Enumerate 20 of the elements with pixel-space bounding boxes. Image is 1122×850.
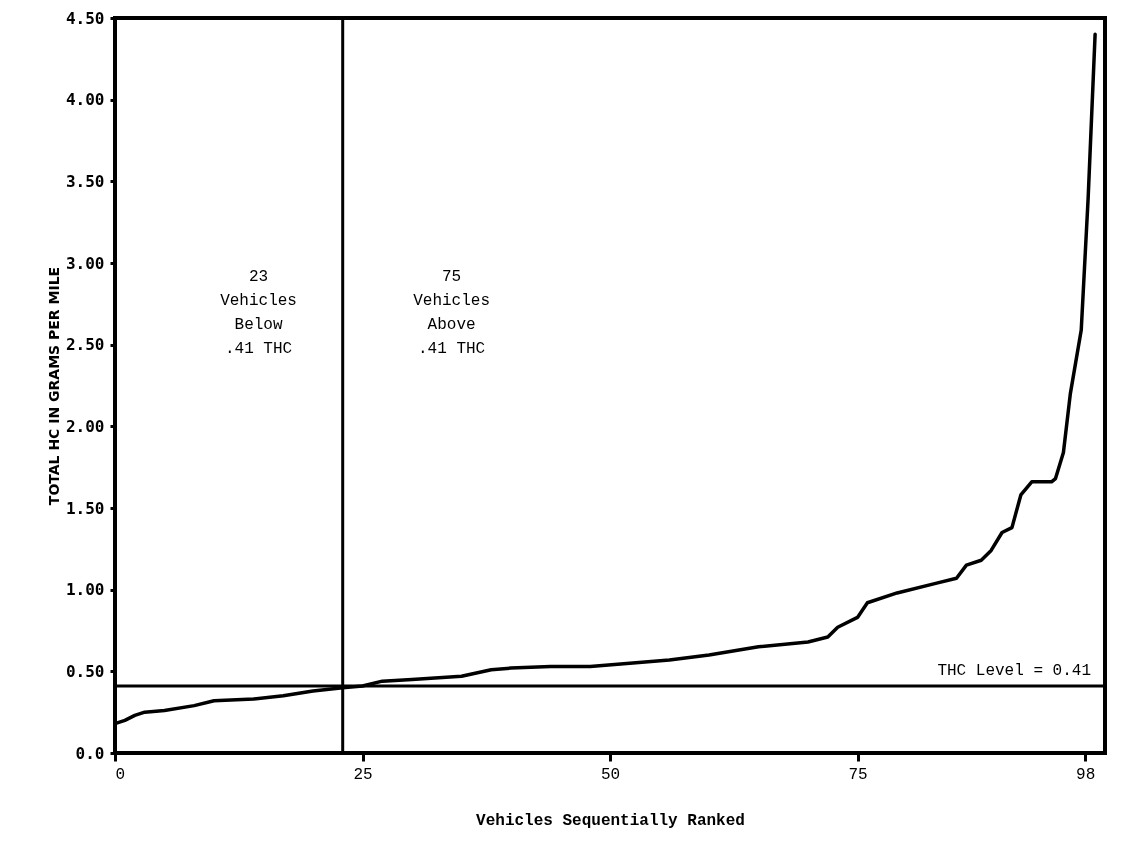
y-tick-label: 2.50 [65,335,105,355]
x-tick-label: 75 [848,765,868,784]
y-tick-label: 1.50 [65,498,105,518]
y-tick-label: 2.00 [65,416,105,436]
x-tick-label: 25 [353,765,373,784]
x-tick-label: 0 [115,765,126,784]
y-tick-label: 0.0 [75,743,105,763]
y-tick-label: 3.00 [65,253,105,273]
x-axis-title: Vehicles Sequentially Ranked [476,811,745,830]
y-tick-label: 4.00 [65,90,105,110]
y-tick-label: 3.50 [65,171,105,191]
annotation: 75 Vehicles Above .41 THC [413,267,491,358]
x-tick-label: 98 [1076,765,1096,784]
ref-line-label: THC Level = 0.41 [937,662,1091,681]
y-tick-label: 4.50 [65,8,105,28]
x-tick-label: 50 [600,765,621,784]
annotation: 23 Vehicles Below .41 THC [220,267,297,358]
y-tick-label: 0.50 [65,661,105,681]
y-axis-title: TOTAL HC IN GRAMS PER MILE [45,266,62,506]
y-tick-label: 1.00 [65,580,105,600]
